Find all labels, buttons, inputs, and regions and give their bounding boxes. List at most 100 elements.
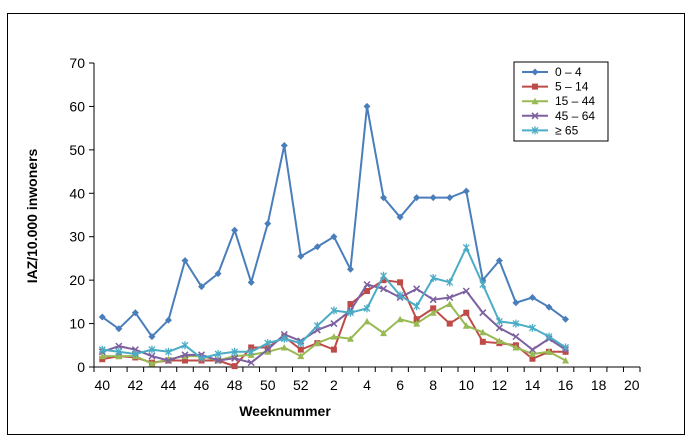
data-point [479, 328, 487, 336]
data-point [330, 306, 338, 315]
x-tick-label: 40 [94, 377, 110, 393]
y-tick-label: 30 [69, 229, 85, 245]
chart-frame: 0 10 20 30 40 50 60 70 40 42 44 46 48 50 52 2 4 6 8 10 12 14 1… [7, 13, 685, 435]
data-point [446, 194, 454, 202]
data-point [512, 319, 520, 328]
data-point [562, 315, 570, 323]
data-point [380, 277, 387, 284]
data-point [413, 302, 421, 311]
x-tick-label: 50 [260, 377, 276, 393]
data-point [264, 346, 272, 354]
data-point [495, 257, 503, 265]
data-point [181, 257, 189, 265]
data-point [198, 283, 206, 291]
data-point [181, 351, 189, 359]
data-point [148, 345, 156, 354]
data-point [495, 324, 503, 332]
legend-label: 15 – 44 [555, 94, 595, 108]
data-point [231, 226, 239, 234]
legend-marker [531, 97, 539, 105]
legend-item: ≥ 65 [522, 123, 579, 137]
data-point [429, 194, 437, 202]
data-point [182, 357, 188, 364]
data-point [413, 194, 421, 202]
data-point [198, 354, 206, 363]
data-point [131, 309, 139, 317]
data-point [330, 346, 337, 353]
data-point [115, 347, 123, 356]
data-point [528, 346, 536, 354]
data-point [98, 345, 106, 354]
x-tick-label: 52 [293, 377, 309, 393]
data-point [247, 278, 255, 286]
data-point [562, 343, 570, 352]
x-tick-label: 48 [227, 377, 243, 393]
x-tick-label: 12 [492, 377, 508, 393]
data-point [164, 316, 172, 324]
series-1 [98, 102, 570, 341]
data-point [380, 194, 388, 202]
data-point [264, 220, 272, 228]
data-point [264, 348, 272, 355]
data-point [413, 316, 420, 323]
x-tick-label: 44 [161, 377, 177, 393]
data-point [562, 348, 569, 355]
data-point [313, 321, 321, 330]
data-point [164, 347, 172, 356]
data-point [297, 352, 305, 360]
data-point [330, 333, 338, 340]
data-point [98, 313, 106, 321]
data-point [545, 332, 553, 341]
x-tick-label: 18 [591, 377, 607, 393]
data-point [413, 320, 421, 327]
data-point [280, 343, 288, 351]
data-point [562, 356, 570, 364]
data-point [347, 301, 354, 308]
data-point [446, 320, 453, 327]
legend-marker [531, 112, 539, 120]
x-tick-label: 8 [429, 377, 437, 393]
data-point [397, 279, 404, 286]
data-point [364, 288, 370, 294]
data-point [214, 349, 222, 358]
y-tick-label: 60 [69, 98, 85, 114]
series-5 [98, 243, 570, 363]
data-point [231, 354, 239, 362]
x-tick-label: 6 [396, 377, 404, 393]
x-axis-title: Weeknummer [239, 403, 331, 419]
data-point [280, 142, 288, 150]
y-tick-label: 10 [69, 316, 85, 332]
data-point [380, 329, 388, 337]
data-point [545, 303, 553, 311]
data-point [462, 243, 470, 252]
legend-label: ≥ 65 [555, 123, 579, 137]
data-point [363, 317, 371, 325]
data-point [346, 335, 354, 342]
data-point [396, 315, 404, 323]
data-point [280, 334, 288, 343]
data-point [115, 325, 123, 333]
y-tick-label: 0 [77, 359, 85, 375]
data-point [330, 320, 338, 328]
data-point [528, 350, 536, 357]
data-point [214, 356, 222, 365]
data-point [512, 333, 520, 341]
data-point [248, 344, 255, 351]
data-point [528, 294, 536, 302]
x-tick-label: 4 [363, 377, 371, 393]
data-point [264, 339, 272, 348]
data-point [297, 346, 304, 353]
data-point [396, 213, 404, 221]
legend-item: 5 – 14 [522, 80, 589, 94]
x-tick-label: 2 [330, 377, 338, 393]
data-point [346, 265, 354, 273]
data-point [479, 309, 487, 317]
data-point [115, 342, 123, 350]
data-point [115, 352, 123, 360]
y-tick-label: 20 [69, 272, 85, 288]
data-point [181, 341, 189, 350]
data-point [148, 352, 156, 360]
data-point [247, 359, 255, 367]
